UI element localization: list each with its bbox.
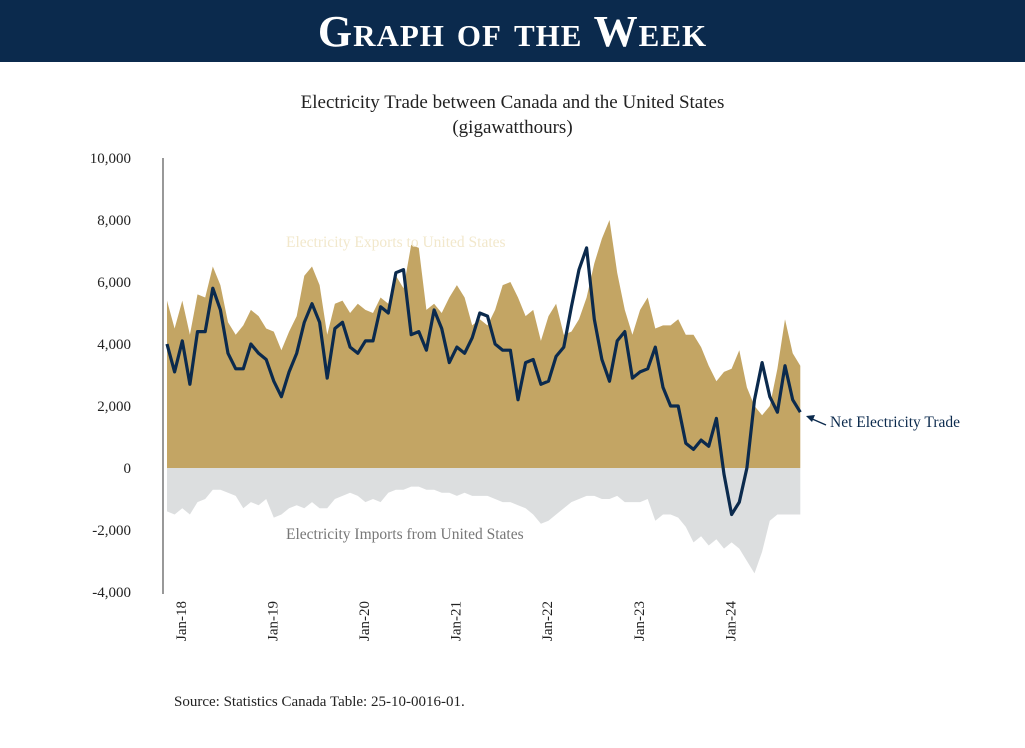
y-tick-label: 2,000	[97, 399, 131, 415]
exports-label: Electricity Exports to United States	[286, 234, 506, 251]
y-tick-label: 8,000	[97, 213, 131, 229]
x-tick-label: Jan-24	[723, 601, 739, 641]
chart: 10,000 8,000 6,000 4,000 2,000 0 -2,000 -4,000 J…	[90, 151, 960, 641]
label-layer: Electricity Exports to United States Elec…	[286, 234, 960, 543]
y-tick-label: 6,000	[97, 275, 131, 291]
source-note: Source: Statistics Canada Table: 25-10-0…	[174, 694, 465, 710]
banner: Graph of the Week	[0, 0, 1025, 62]
y-tick-label: 10,000	[90, 151, 131, 167]
axes-layer: 10,000 8,000 6,000 4,000 2,000 0 -2,000 -4,000 J…	[90, 151, 740, 641]
net-trade-label: Net Electricity Trade	[830, 414, 960, 431]
chart-title: Electricity Trade between Canada and the…	[300, 92, 725, 113]
area-layer	[167, 220, 801, 574]
y-tick-label: 4,000	[97, 337, 131, 353]
x-tick-label: Jan-18	[174, 601, 190, 641]
x-tick-label: Jan-19	[266, 601, 282, 641]
x-tick-label: Jan-22	[540, 601, 556, 641]
x-tick-label: Jan-23	[632, 601, 648, 641]
y-tick-label: -4,000	[92, 585, 131, 601]
y-tick-label: 0	[124, 461, 132, 477]
net-trade-arrow-head	[806, 415, 815, 422]
exports-area	[167, 220, 801, 468]
x-tick-label: Jan-20	[357, 601, 373, 641]
imports-label: Electricity Imports from United States	[286, 526, 524, 543]
banner-title: Graph of the Week	[317, 6, 708, 56]
line-layer	[165, 246, 802, 517]
chart-subtitle: (gigawatthours)	[452, 117, 573, 138]
x-tick-label: Jan-21	[449, 601, 465, 641]
y-tick-label: -2,000	[92, 523, 131, 539]
net-trade-line	[165, 246, 802, 517]
imports-area	[167, 468, 801, 574]
